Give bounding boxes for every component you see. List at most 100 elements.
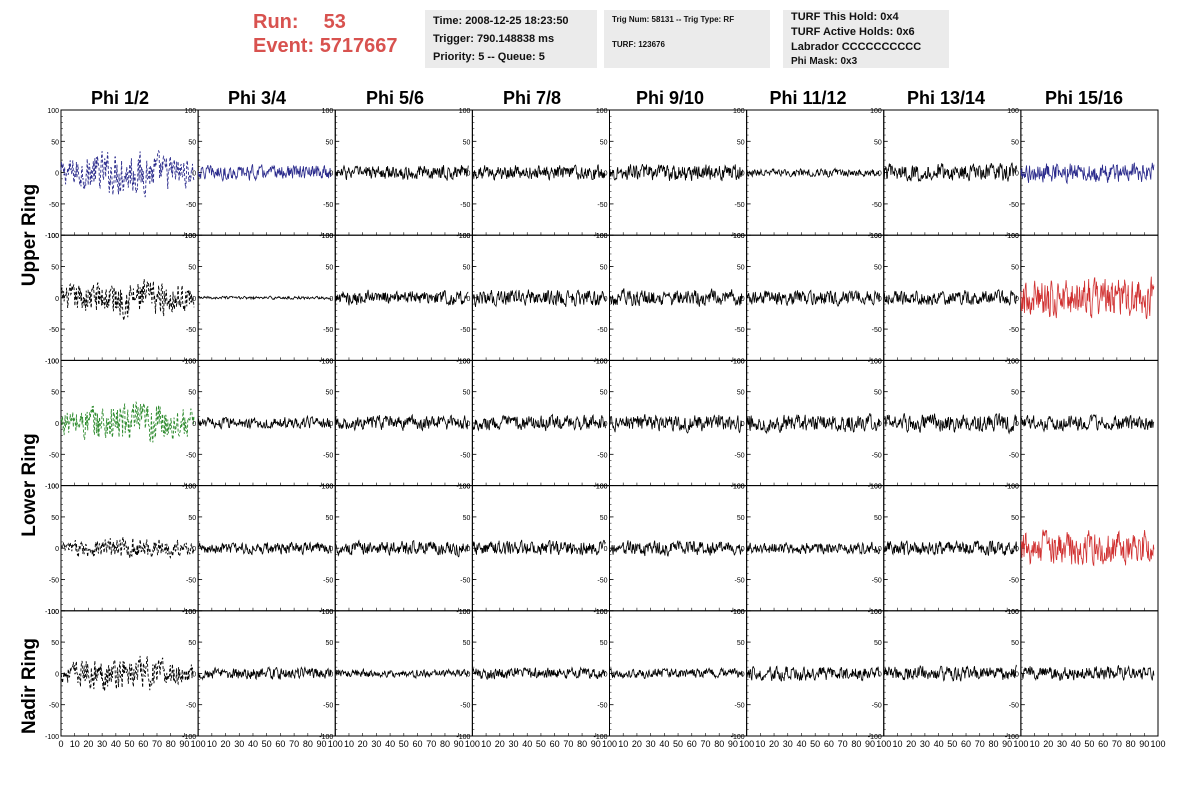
waveform-trace (1020, 414, 1155, 433)
y-tick-label: 0 (192, 546, 196, 553)
x-tick-label: 60 (687, 739, 697, 749)
col-header-2: Phi 3/4 (227, 88, 287, 108)
y-tick-label: -50 (735, 202, 745, 209)
y-tick-label: 100 (596, 484, 608, 491)
y-tick-label: 50 (1011, 265, 1019, 272)
waveform-trace (334, 289, 469, 306)
trig-num-text: Trig Num: 58131 -- Trig Type: RF (612, 15, 735, 24)
y-tick-label: -50 (323, 452, 333, 459)
y-tick-label: 100 (47, 233, 59, 240)
y-tick-label: 0 (1015, 421, 1019, 428)
waveform-trace (609, 666, 743, 680)
y-tick-label: 100 (870, 108, 882, 115)
y-tick-label: -50 (460, 703, 470, 710)
waveform-trace (197, 164, 332, 183)
y-tick-label: 50 (325, 390, 333, 397)
y-tick-label: 0 (604, 296, 608, 303)
y-tick-label: 50 (1011, 139, 1019, 146)
y-tick-label: -100 (182, 734, 196, 741)
y-tick-label: 0 (741, 546, 745, 553)
x-tick-label: 40 (659, 739, 669, 749)
y-tick-label: -100 (45, 609, 59, 616)
turf-text: TURF: 123676 (612, 40, 665, 49)
trigger-text: Trigger: 790.148838 ms (433, 33, 555, 45)
waveform-trace (472, 289, 606, 308)
x-tick-label: 90 (1139, 739, 1149, 749)
y-tick-label: 50 (463, 640, 471, 647)
y-tick-label: -50 (460, 452, 470, 459)
y-tick-label: -100 (456, 734, 470, 741)
y-tick-label: 0 (55, 421, 59, 428)
x-tick-label: 30 (1057, 739, 1067, 749)
x-tick-label: 60 (961, 739, 971, 749)
x-tick-label: 80 (440, 739, 450, 749)
y-tick-label: 0 (604, 171, 608, 178)
x-tick-label: 60 (275, 739, 285, 749)
y-tick-label: -100 (319, 484, 333, 491)
y-tick-label: -50 (323, 703, 333, 710)
x-tick-label: 30 (646, 739, 656, 749)
panel-frame (883, 610, 1022, 737)
y-tick-label: -50 (872, 327, 882, 334)
y-tick-label: 0 (1015, 671, 1019, 678)
waveform-trace (883, 162, 1018, 182)
y-tick-label: 100 (459, 358, 471, 365)
x-tick-label: 30 (234, 739, 244, 749)
x-tick-label: 10 (207, 739, 217, 749)
y-tick-label: -100 (868, 358, 882, 365)
waveform-trace (1020, 162, 1155, 185)
y-tick-label: -100 (319, 233, 333, 240)
y-tick-label: 100 (1007, 484, 1019, 491)
y-tick-label: 100 (184, 484, 196, 491)
waveform-trace (883, 413, 1018, 435)
x-tick-label: 70 (289, 739, 299, 749)
timing-info-box: Time: 2008-12-25 18:23:50 Trigger: 790.1… (425, 10, 597, 68)
waveform-trace (883, 664, 1018, 682)
y-tick-label: -50 (323, 202, 333, 209)
turf-hold-text: TURF This Hold: 0x4 (791, 11, 899, 23)
y-tick-label: -50 (49, 578, 59, 585)
y-tick-label: -100 (45, 734, 59, 741)
y-tick-label: 0 (329, 671, 333, 678)
x-tick-label: 70 (838, 739, 848, 749)
y-tick-label: 0 (466, 421, 470, 428)
y-tick-label: -100 (319, 734, 333, 741)
waveform-trace (60, 655, 195, 692)
x-tick-label: 30 (97, 739, 107, 749)
y-tick-label: 50 (188, 139, 196, 146)
x-tick-label: 50 (947, 739, 957, 749)
event-line: Event: 5717667 (253, 34, 398, 58)
x-tick-label: 100 (876, 739, 891, 749)
y-tick-label: -50 (597, 452, 607, 459)
x-tick-label: 0 (58, 739, 63, 749)
y-tick-label: -100 (868, 609, 882, 616)
y-tick-label: 0 (878, 546, 882, 553)
x-tick-label: 100 (739, 739, 754, 749)
y-tick-label: 100 (47, 609, 59, 616)
labrador-text: Labrador CCCCCCCCCC (791, 41, 922, 53)
y-tick-label: 100 (459, 108, 471, 115)
panel-frame (1020, 485, 1159, 612)
y-tick-label: -50 (597, 703, 607, 710)
y-tick-label: 100 (322, 358, 334, 365)
x-tick-label: 20 (769, 739, 779, 749)
y-tick-label: 100 (733, 358, 745, 365)
y-tick-label: 0 (741, 671, 745, 678)
waveform-trace (197, 666, 332, 681)
y-tick-label: -50 (460, 578, 470, 585)
y-tick-label: -100 (593, 484, 607, 491)
y-tick-label: 50 (325, 139, 333, 146)
y-tick-label: 50 (188, 640, 196, 647)
y-tick-label: 0 (878, 296, 882, 303)
y-tick-label: 0 (192, 296, 196, 303)
x-tick-label: 90 (728, 739, 738, 749)
waveform-trace (334, 164, 469, 181)
y-tick-label: 50 (51, 390, 59, 397)
x-tick-label: 90 (317, 739, 327, 749)
y-tick-label: 50 (188, 390, 196, 397)
y-tick-label: 50 (874, 515, 882, 522)
y-tick-label: 100 (733, 108, 745, 115)
waveform-trace (472, 413, 606, 432)
x-tick-label: 90 (1002, 739, 1012, 749)
y-tick-label: 0 (329, 546, 333, 553)
